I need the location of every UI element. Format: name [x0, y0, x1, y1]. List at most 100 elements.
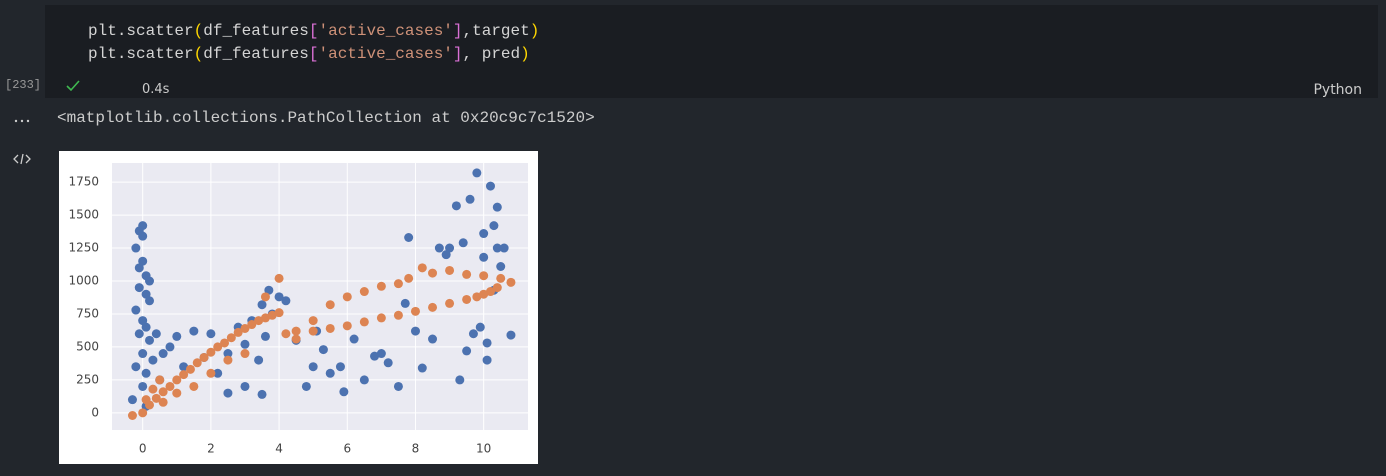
scatter-point [240, 381, 250, 391]
code-token: ] [452, 45, 463, 63]
y-tick-label: 250 [76, 372, 99, 386]
scatter-point [417, 363, 427, 373]
scatter-chart: 0 2 4 6 8 10 0 250 500 750 1000 1250 1500 1750 [59, 151, 538, 464]
y-tick-label: 1250 [68, 241, 99, 255]
scatter-point [141, 322, 151, 332]
scatter-point [335, 362, 345, 372]
scatter-point [325, 368, 335, 378]
y-tick-label: 0 [91, 405, 99, 419]
scatter-point [172, 388, 182, 398]
code-token: plt [88, 22, 117, 40]
scatter-point [455, 375, 465, 385]
scatter-point [291, 334, 301, 344]
scatter-point [496, 273, 506, 283]
scatter-point [325, 300, 335, 310]
scatter-point [410, 326, 420, 336]
scatter-point [213, 368, 223, 378]
code-editor[interactable]: plt.scatter(df_features['active_cases'],… [88, 20, 539, 66]
scatter-point [148, 355, 158, 365]
scatter-point [428, 334, 438, 344]
scatter-point [349, 334, 359, 344]
y-tick-label: 1000 [68, 274, 99, 288]
scatter-point [145, 276, 155, 286]
scatter-point [145, 296, 155, 306]
scatter-point [155, 375, 165, 385]
scatter-point [376, 313, 386, 323]
scatter-point [281, 296, 291, 306]
scatter-point [254, 316, 264, 326]
scatter-point [233, 327, 243, 337]
scatter-point [260, 331, 270, 341]
scatter-point [479, 252, 489, 262]
scatter-point [145, 335, 155, 345]
scatter-point [506, 277, 516, 287]
scatter-point [492, 243, 502, 253]
scatter-point [434, 243, 444, 253]
scatter-point [223, 388, 233, 398]
scatter-point [260, 313, 270, 323]
scatter-point [134, 283, 144, 293]
language-picker[interactable]: Python [1313, 82, 1362, 98]
x-tick-label: 4 [275, 442, 283, 456]
scatter-point [308, 326, 318, 336]
scatter-point [404, 273, 414, 283]
scatter-point [267, 310, 277, 320]
scatter-point [428, 302, 438, 312]
scatter-point [189, 381, 199, 391]
scatter-point [158, 387, 168, 397]
scatter-point [359, 287, 369, 297]
scatter-point [223, 355, 233, 365]
y-tick-label: 1500 [68, 208, 99, 222]
scatter-point [138, 381, 148, 391]
scatter-point [274, 273, 284, 283]
scatter-point [274, 308, 284, 318]
scatter-point [291, 326, 301, 336]
code-token: 'active_cases' [318, 45, 453, 63]
scatter-point [134, 329, 144, 339]
scatter-point [131, 305, 141, 315]
output-type-icon[interactable] [12, 152, 32, 166]
scatter-point [482, 338, 492, 348]
scatter-point [492, 202, 502, 212]
code-token: scatter [126, 22, 194, 40]
scatter-point [240, 339, 250, 349]
scatter-point [376, 281, 386, 291]
scatter-point [506, 330, 516, 340]
scatter-point [465, 194, 475, 204]
execution-count: [233] [5, 78, 42, 92]
scatter-point [445, 298, 455, 308]
scatter-point [165, 342, 175, 352]
scatter-point [308, 316, 318, 326]
x-tick-label: 10 [476, 442, 491, 456]
scatter-point [257, 300, 267, 310]
scatter-point [339, 387, 349, 397]
y-tick-label: 500 [76, 339, 99, 353]
code-cell[interactable]: plt.scatter(df_features['active_cases'],… [45, 5, 1378, 98]
code-token: ,target [462, 22, 530, 40]
scatter-point [254, 355, 264, 365]
output-more-icon[interactable] [13, 116, 33, 124]
scatter-point [359, 317, 369, 327]
code-token: . [116, 45, 127, 63]
y-tick-label: 750 [76, 306, 99, 320]
scatter-point [479, 289, 489, 299]
scatter-point [342, 321, 352, 331]
scatter-point [281, 329, 291, 339]
scatter-point [206, 368, 216, 378]
scatter-point [318, 345, 328, 355]
scatter-point [131, 362, 141, 372]
scatter-point [151, 393, 161, 403]
execution-time: 0.4s [142, 82, 170, 97]
scatter-point [445, 265, 455, 275]
scatter-point [240, 349, 250, 359]
scatter-point [370, 351, 380, 361]
scatter-point [226, 333, 236, 343]
scatter-point [274, 292, 284, 302]
scatter-point [220, 338, 230, 348]
scatter-point [393, 310, 403, 320]
scatter-point [151, 329, 161, 339]
scatter-point [482, 355, 492, 365]
scatter-point [223, 349, 233, 359]
x-tick-label: 8 [412, 442, 420, 456]
